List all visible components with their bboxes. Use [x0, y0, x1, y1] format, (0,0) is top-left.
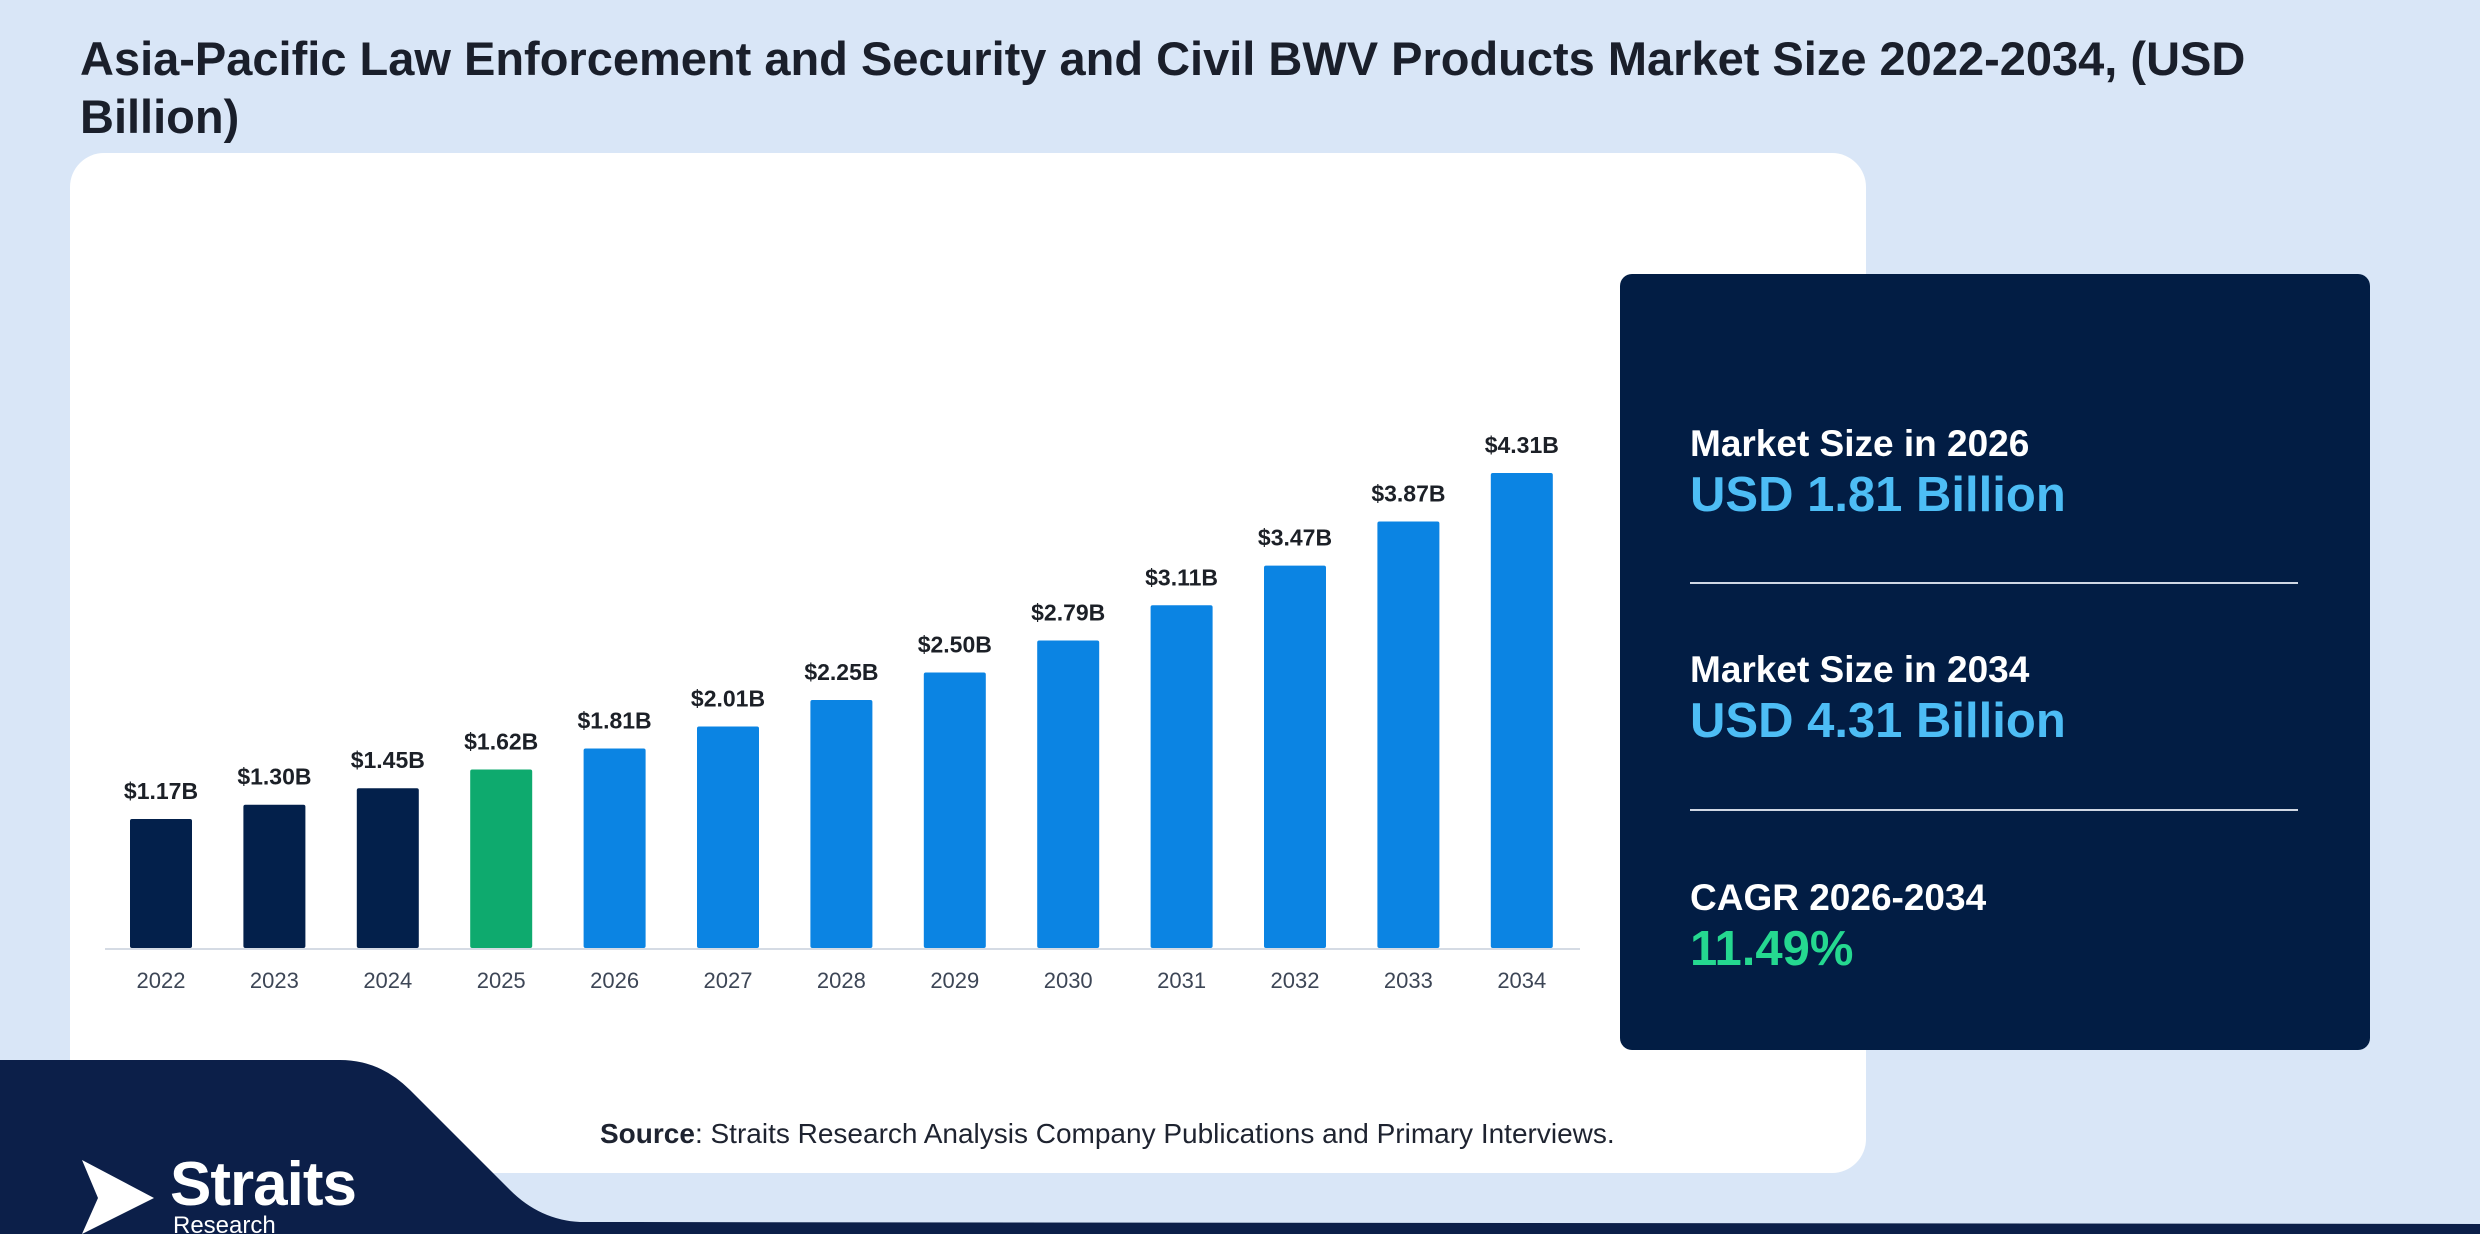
bar-2024	[356, 788, 419, 948]
stat-size-2034: Market Size in 2034 USD 4.31 Billion	[1690, 648, 2066, 750]
x-tick-2027: 2027	[704, 968, 753, 993]
x-tick-2031: 2031	[1157, 968, 1206, 993]
x-tick-2033: 2033	[1384, 968, 1433, 993]
stats-panel: Market Size in 2026 USD 1.81 Billion Mar…	[1620, 274, 2370, 1050]
stat-size-2026-value: USD 1.81 Billion	[1690, 468, 2066, 522]
data-label-2029: $2.50B	[918, 631, 992, 657]
page-title: Asia-Pacific Law Enforcement and Securit…	[80, 32, 2246, 143]
x-tick-2029: 2029	[930, 968, 979, 993]
bar-2030	[1037, 640, 1100, 948]
logo-subtitle: Research	[173, 1212, 276, 1234]
source-label: Source	[600, 1118, 695, 1149]
x-tick-2022: 2022	[137, 968, 186, 993]
data-label-2027: $2.01B	[691, 685, 765, 711]
bar-2034	[1490, 473, 1553, 948]
data-label-2028: $2.25B	[804, 659, 878, 685]
bar-2032	[1264, 565, 1326, 948]
data-label-2033: $3.87B	[1371, 480, 1445, 506]
bar-2033	[1377, 521, 1440, 948]
x-tick-2032: 2032	[1271, 968, 1320, 993]
data-label-2032: $3.47B	[1258, 525, 1332, 551]
bar-chart: $1.17B 2022 $1.30B 2023 $1.45B 2024 $1.62B 2025…	[105, 432, 1580, 993]
straits-logo: Straits Research	[80, 1154, 400, 1234]
bar-2028	[810, 700, 873, 948]
x-tick-2030: 2030	[1044, 968, 1093, 993]
stat-cagr: CAGR 2026-2034 11.49%	[1690, 876, 1986, 978]
source-text: : Straits Research Analysis Company Publ…	[694, 1118, 1615, 1149]
data-label-2022: $1.17B	[124, 778, 198, 804]
chart-card	[70, 153, 1866, 1173]
x-tick-2024: 2024	[363, 968, 412, 993]
logo-name: Straits	[170, 1150, 357, 1219]
data-label-2026: $1.81B	[578, 708, 652, 734]
data-label-2023: $1.30B	[237, 764, 311, 790]
x-tick-2026: 2026	[590, 968, 639, 993]
data-label-2024: $1.45B	[351, 747, 425, 773]
x-tick-2025: 2025	[477, 968, 526, 993]
stat-divider	[1690, 582, 2298, 584]
data-label-2030: $2.79B	[1031, 600, 1105, 626]
bar-2031	[1150, 605, 1213, 948]
bar-2026	[583, 748, 646, 948]
bar-2029	[923, 672, 986, 948]
stat-size-2026-label: Market Size in 2026	[1690, 423, 2030, 464]
footer-band	[0, 1060, 2480, 1234]
bar-2027	[697, 726, 759, 948]
stat-size-2034-value: USD 4.31 Billion	[1690, 694, 2066, 748]
x-tick-2034: 2034	[1497, 968, 1546, 993]
stat-divider	[1690, 809, 2298, 811]
stat-size-2026: Market Size in 2026 USD 1.81 Billion	[1690, 422, 2066, 524]
bar-2023	[243, 804, 306, 948]
stat-cagr-label: CAGR 2026-2034	[1690, 877, 1987, 918]
straits-arrow-icon	[82, 1160, 154, 1234]
data-label-2025: $1.62B	[464, 728, 538, 754]
bar-2022	[130, 819, 192, 948]
bar-2025	[470, 769, 533, 948]
x-tick-2023: 2023	[250, 968, 299, 993]
x-tick-2028: 2028	[817, 968, 866, 993]
source-note: Source: Straits Research Analysis Compan…	[600, 1118, 1615, 1150]
stat-cagr-value: 11.49%	[1690, 922, 1854, 976]
stat-size-2034-label: Market Size in 2034	[1690, 649, 2030, 690]
data-label-2034: $4.31B	[1485, 432, 1559, 458]
data-label-2031: $3.11B	[1145, 564, 1218, 590]
